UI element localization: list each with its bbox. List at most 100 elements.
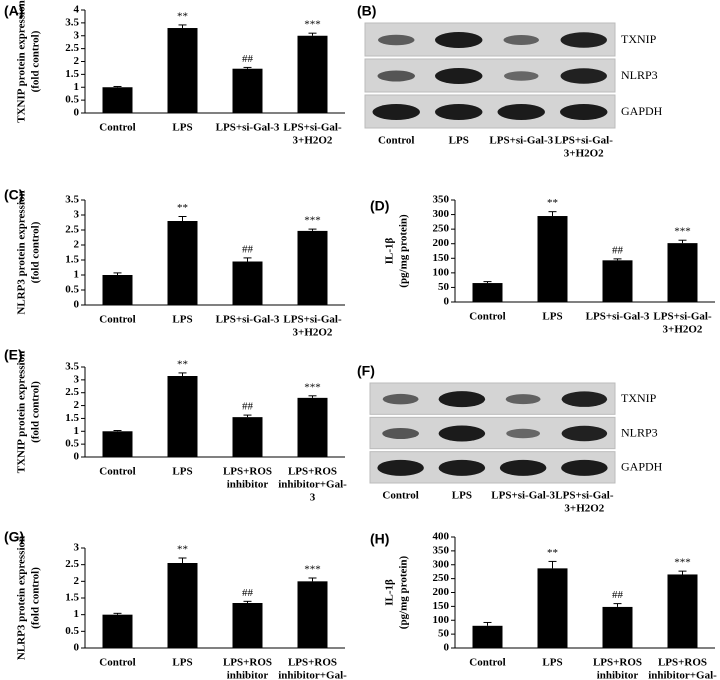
- x-tick-label: Control: [99, 314, 135, 326]
- y-tick-label: 3: [74, 373, 80, 385]
- blot-band: [506, 428, 541, 439]
- y-tick-label: 3: [74, 542, 80, 554]
- panel-label: (G): [4, 529, 24, 545]
- bar: [232, 417, 263, 457]
- y-tick-label: 350: [433, 194, 450, 206]
- y-tick-label: 150: [433, 252, 450, 264]
- x-tick-label: inhibitor+Gal-: [278, 670, 347, 680]
- y-tick-label: 0.5: [65, 625, 79, 637]
- blot-band: [435, 68, 483, 84]
- blot-band: [382, 428, 419, 439]
- significance-label: ***: [304, 19, 321, 31]
- blot-band: [560, 104, 608, 120]
- lane-label: 3+H2O2: [564, 148, 604, 160]
- bar: [232, 68, 263, 113]
- blot-band: [561, 425, 608, 442]
- significance-label: **: [177, 202, 188, 214]
- panel-label: (H): [370, 531, 389, 547]
- bar: [167, 221, 198, 305]
- y-tick-label: 3.5: [65, 16, 79, 28]
- y-tick-label: 300: [433, 208, 450, 220]
- y-tick-label: 3.5: [65, 194, 79, 206]
- y-tick-label: 0.5: [65, 284, 79, 296]
- y-tick-label: 0: [444, 642, 450, 654]
- band-label: NLRP3: [621, 425, 658, 439]
- x-tick-label: 3+H2O2: [293, 135, 333, 147]
- y-tick-label: 1: [74, 425, 80, 437]
- blot-band: [561, 391, 608, 407]
- y-tick-label: 0.5: [65, 438, 79, 450]
- x-tick-label: inhibitor: [227, 670, 269, 680]
- x-tick-label: LPS+ROS: [223, 657, 272, 669]
- x-tick-label: LPS+si-Gal-3: [216, 314, 280, 326]
- y-tick-label: 2.5: [65, 42, 79, 54]
- significance-label: ##: [242, 243, 254, 255]
- y-axis-label: NLRP3 protein expression: [16, 536, 28, 660]
- x-tick-label: 3: [310, 492, 316, 504]
- y-tick-label: 100: [433, 614, 450, 626]
- y-tick-label: 3.5: [65, 361, 79, 373]
- blot-band: [372, 104, 420, 120]
- y-tick-label: 250: [433, 572, 450, 584]
- blot-band: [561, 459, 608, 476]
- x-tick-label: 3+H2O2: [293, 327, 333, 339]
- y-tick-label: 2.5: [65, 386, 79, 398]
- x-tick-label: Control: [469, 657, 505, 669]
- x-tick-label: 3+H2O2: [663, 324, 703, 336]
- blot-band: [438, 459, 486, 476]
- y-axis-label: (fold control): [30, 30, 42, 92]
- blot-band: [438, 391, 486, 408]
- x-tick-label: LPS+si-Gal-3: [586, 311, 650, 323]
- x-tick-label: LPS+si-Gal-: [283, 314, 342, 326]
- x-tick-label: inhibitor: [227, 479, 269, 491]
- y-tick-label: 1: [74, 608, 80, 620]
- blot-band: [505, 394, 541, 405]
- bar: [472, 283, 503, 302]
- bar: [602, 606, 633, 648]
- x-tick-label: Control: [99, 466, 135, 478]
- panel-label: (A): [4, 3, 23, 19]
- bar: [102, 431, 133, 457]
- x-tick-label: Control: [99, 657, 135, 669]
- significance-label: ***: [304, 381, 321, 393]
- x-tick-label: LPS: [172, 122, 192, 134]
- panel-label: (F): [357, 363, 375, 379]
- x-tick-label: LPS: [172, 466, 192, 478]
- band-label: TXNIP: [621, 32, 657, 46]
- blot-band: [378, 34, 415, 46]
- panel-label: (C): [4, 187, 23, 203]
- blot-band: [382, 393, 419, 405]
- blot-band: [497, 104, 545, 120]
- y-tick-label: 300: [433, 558, 450, 570]
- y-axis-label: TXNIP protein expression: [16, 351, 28, 473]
- significance-label: ***: [304, 215, 321, 227]
- y-tick-label: 2.5: [65, 224, 79, 236]
- y-tick-label: 0: [74, 299, 80, 311]
- lane-label: 3+H2O2: [564, 503, 604, 515]
- significance-label: ***: [674, 557, 691, 569]
- x-tick-label: inhibitor+Gal-: [278, 479, 347, 491]
- significance-label: **: [547, 547, 558, 559]
- y-axis-label: (pg/mg protein): [398, 214, 410, 288]
- lane-label: LPS: [449, 135, 469, 147]
- y-tick-label: 0: [74, 451, 80, 463]
- y-tick-label: 2: [74, 399, 80, 411]
- bar: [667, 243, 698, 302]
- bar: [232, 603, 263, 648]
- x-tick-label: LPS: [172, 314, 192, 326]
- bar: [667, 574, 698, 648]
- y-tick-label: 200: [433, 237, 450, 249]
- y-tick-label: 0: [74, 642, 80, 654]
- band-label: GAPDH: [621, 104, 663, 118]
- lane-label: LPS+si-Gal-3: [491, 490, 555, 502]
- blot-band: [377, 459, 424, 476]
- y-tick-label: 2: [74, 575, 80, 587]
- x-tick-label: LPS: [542, 657, 562, 669]
- x-tick-label: LPS+ROS: [658, 657, 707, 669]
- x-tick-label: LPS: [542, 311, 562, 323]
- bar: [472, 625, 503, 648]
- y-tick-label: 1.5: [65, 254, 79, 266]
- bar: [102, 614, 133, 648]
- y-axis-label: (fold control): [30, 381, 42, 443]
